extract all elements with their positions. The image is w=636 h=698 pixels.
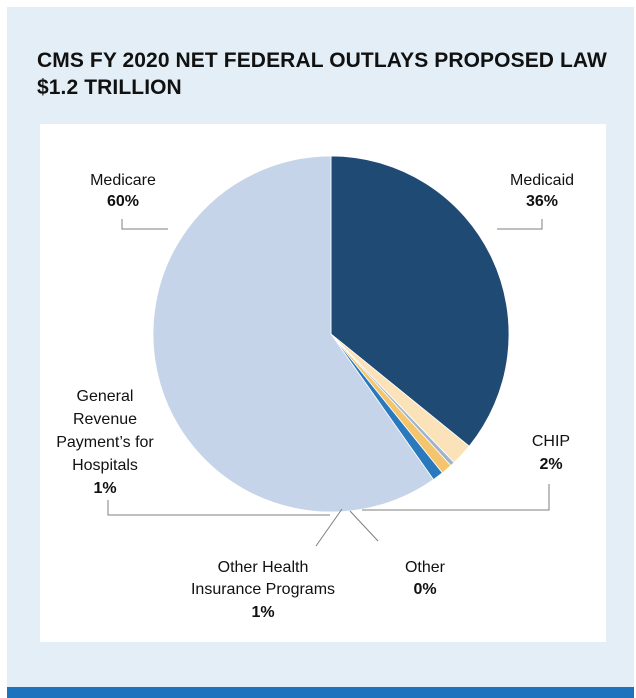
bottom-accent-bar	[7, 687, 634, 698]
leader-line-other-health	[315, 508, 343, 547]
label-general-revenue-line-4: Hospitals	[72, 457, 138, 474]
label-other-health-pct: 1%	[251, 604, 274, 621]
label-general-revenue-line-3: Payment’s for	[56, 434, 154, 451]
leader-line-medicare	[121, 219, 168, 230]
label-general-revenue-line-2: Revenue	[73, 411, 137, 428]
label-chip-pct: 2%	[539, 456, 562, 473]
pie-slice-medicaid	[330, 155, 510, 447]
chart-title: CMS FY 2020 NET FEDERAL OUTLAYS PROPOSED…	[37, 47, 617, 101]
label-medicaid-name: Medicaid	[510, 172, 574, 189]
leader-line-medicaid	[497, 219, 543, 230]
leader-line-general-revenue	[107, 500, 330, 516]
label-medicare-pct: 60%	[107, 193, 139, 210]
label-general-revenue-pct: 1%	[93, 480, 116, 497]
label-general-revenue-line-1: General	[77, 388, 134, 405]
label-other-pct: 0%	[413, 581, 436, 598]
label-medicare-name: Medicare	[90, 172, 156, 189]
leader-line-other	[349, 510, 379, 542]
label-medicaid-pct: 36%	[526, 193, 558, 210]
label-chip-name: CHIP	[532, 433, 570, 450]
pie-slices	[152, 155, 510, 513]
label-other-health-line-1: Other Health	[218, 559, 309, 576]
pie-slice-medicare	[152, 155, 435, 513]
label-other-health-line-2: Insurance Programs	[191, 581, 335, 598]
label-other-name: Other	[405, 559, 446, 576]
chart-title-line-1: CMS FY 2020 NET FEDERAL OUTLAYS PROPOSED…	[37, 49, 607, 72]
chart-title-line-2: $1.2 TRILLION	[37, 76, 182, 99]
leader-line-chip	[362, 484, 550, 511]
leader-lines	[107, 219, 550, 547]
